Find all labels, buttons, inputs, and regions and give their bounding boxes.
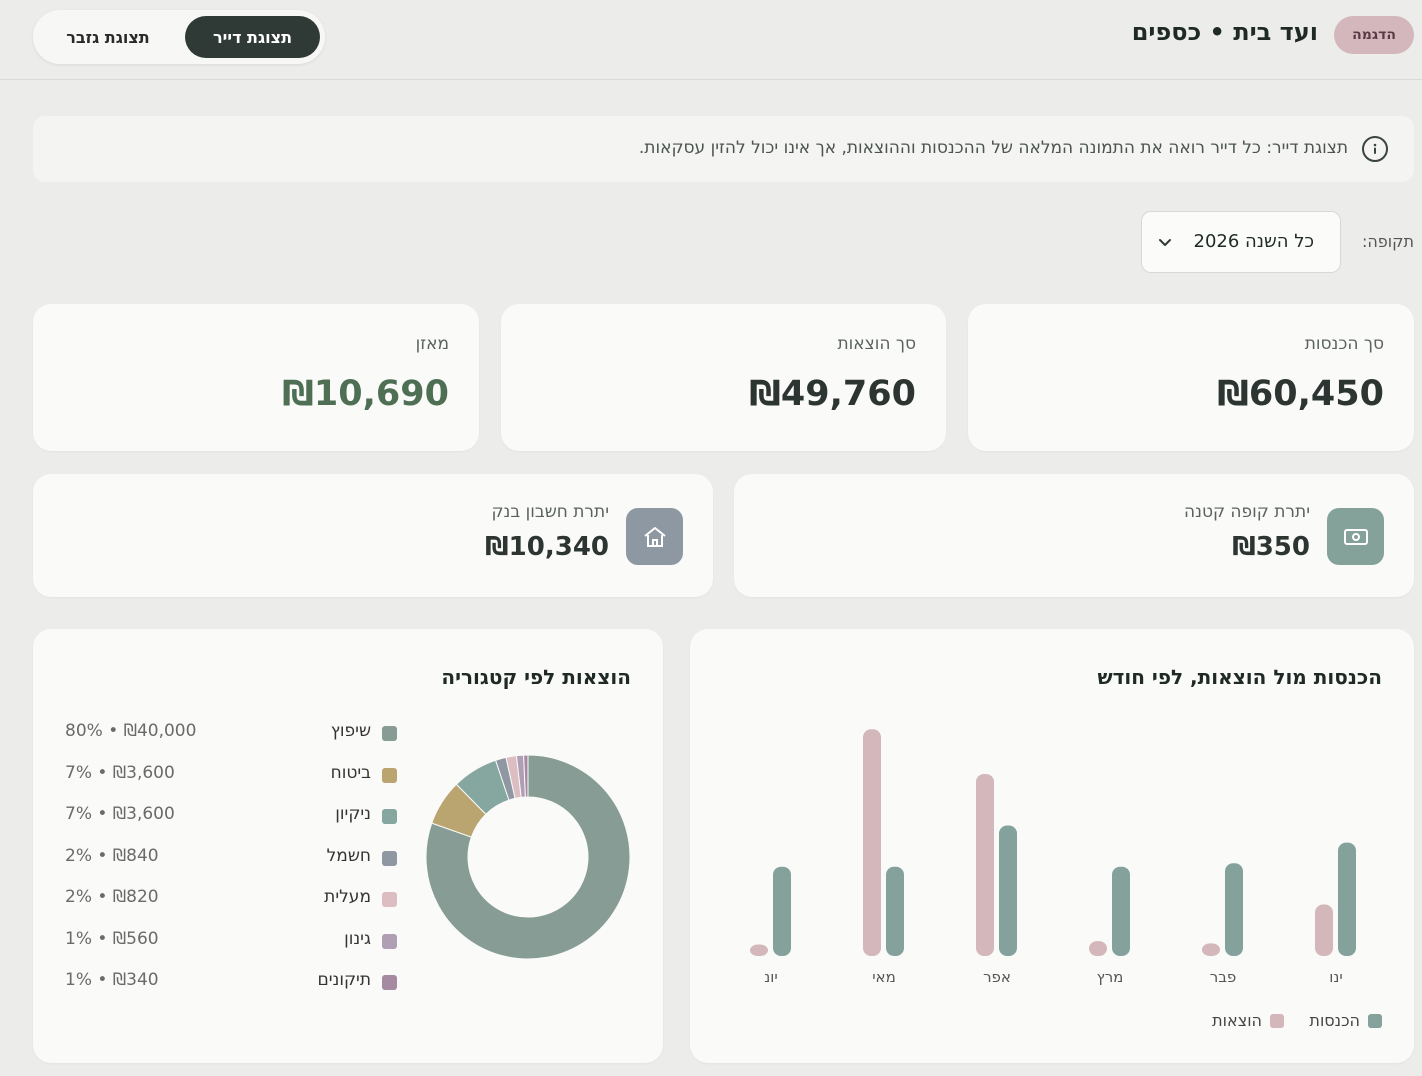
bar-expense-0	[1315, 904, 1333, 956]
legend-expense-swatch	[1270, 1013, 1284, 1028]
view-toggle: תצוגת דייר תצוגת גזבר	[33, 10, 325, 64]
category-swatch	[382, 726, 397, 741]
category-name: ניקיון	[335, 804, 371, 824]
balance-label: מאזן	[415, 334, 449, 354]
category-amount: 7% • ₪3,600	[65, 804, 175, 824]
info-text: תצוגת דייר: כל דייר רואה את התמונה המלאה…	[638, 138, 1348, 158]
category-row: גינון	[97, 929, 397, 953]
bar-expense-4	[863, 729, 881, 956]
category-amount: 2% • ₪820	[65, 887, 159, 907]
petty-cash-value: ₪350	[1232, 532, 1310, 562]
x-tick-label: מאי	[872, 968, 896, 986]
balance-card: מאזן ₪10,690	[33, 304, 479, 451]
category-swatch	[382, 892, 397, 907]
x-tick-label: יונ	[764, 968, 777, 986]
bar-expense-1	[1202, 943, 1220, 956]
category-amount: 2% • ₪840	[65, 845, 159, 866]
expense-card: סך הוצאות ₪49,760	[501, 304, 946, 451]
category-chart-title: הוצאות לפי קטגוריה	[441, 665, 631, 689]
category-row: חשמל	[97, 846, 397, 870]
expense-value: ₪49,760	[749, 374, 916, 414]
period-label: תקופה:	[1361, 232, 1414, 251]
category-name: גינון	[344, 928, 371, 949]
info-icon	[1362, 136, 1388, 162]
category-row: שיפוץ	[97, 721, 397, 745]
period-value: כל השנה 2026	[1193, 231, 1314, 252]
category-amount: 1% • ₪560	[65, 928, 159, 949]
treasurer-view-button[interactable]: תצוגת גזבר	[66, 27, 150, 47]
category-row: ניקיון	[97, 804, 397, 828]
legend-income-swatch	[1368, 1013, 1382, 1028]
category-swatch	[382, 809, 397, 824]
category-name: שיפוץ	[330, 721, 371, 741]
bar-expense-2	[1089, 941, 1107, 956]
legend-expense-label: הוצאות	[1212, 1011, 1262, 1030]
category-name: חשמל	[326, 845, 371, 866]
legend-expense: הוצאות	[1212, 1011, 1284, 1030]
bar-income-4	[886, 866, 904, 956]
donut-slice-0	[425, 754, 631, 960]
category-chart-card: הוצאות לפי קטגוריה שיפוץ 80% • ₪40,000 ביט…	[33, 629, 663, 1063]
bank-value: ₪10,340	[485, 532, 609, 562]
category-swatch	[382, 850, 397, 866]
x-tick-label: אפר	[983, 968, 1011, 986]
category-amount: 7% • ₪3,600	[65, 762, 175, 783]
monthly-bar-chart: ינו פבר מרץ אפר מאי יונ	[750, 729, 1356, 986]
expense-label: סך הוצאות	[837, 334, 916, 354]
bar-expense-3	[976, 773, 994, 956]
bank-label: יתרת חשבון בנק	[491, 502, 610, 522]
income-value: ₪60,450	[1217, 374, 1384, 414]
x-tick-label: מרץ	[1097, 968, 1124, 986]
category-name: תיקונים	[317, 970, 371, 990]
period-select[interactable]: כל השנה 2026	[1141, 211, 1341, 273]
bar-expense-5	[750, 944, 768, 956]
bar-income-3	[999, 825, 1017, 956]
category-amount: 80% • ₪40,000	[65, 721, 197, 741]
bank-icon	[626, 508, 683, 565]
bar-income-5	[773, 866, 791, 956]
page-title: ועד בית • כספים	[1131, 18, 1318, 46]
petty-cash-card: יתרת קופה קטנה ₪350	[734, 474, 1414, 597]
legend-income-label: הכנסות	[1309, 1011, 1360, 1030]
category-donut-chart	[425, 754, 631, 960]
bar-income-2	[1112, 866, 1130, 956]
category-name: ביטוח	[330, 762, 371, 783]
category-name: מעלית	[324, 887, 371, 907]
info-banner: תצוגת דייר: כל דייר רואה את התמונה המלאה…	[33, 116, 1414, 182]
category-swatch	[382, 933, 397, 949]
legend-income: הכנסות	[1309, 1011, 1382, 1030]
category-amount: 1% • ₪340	[65, 970, 159, 990]
top-header: הדגמה ועד בית • כספים תצוגת דייר תצוגת ג…	[0, 0, 1422, 80]
donut-slice-6	[523, 754, 529, 798]
category-row: מעלית	[97, 887, 397, 911]
bar-income-1	[1225, 863, 1243, 956]
income-card: סך הכנסות ₪60,450	[968, 304, 1414, 451]
category-row: תיקונים	[97, 970, 397, 994]
monthly-chart-card: הכנסות מול הוצאות, לפי חודש ינו פבר מרץ אפר…	[690, 629, 1414, 1063]
monthly-chart-title: הכנסות מול הוצאות, לפי חודש	[1097, 665, 1382, 689]
category-swatch	[382, 975, 397, 990]
x-tick-label: ינו	[1329, 968, 1342, 986]
income-label: סך הכנסות	[1304, 334, 1384, 354]
bar-income-0	[1338, 842, 1356, 956]
chevron-down-icon	[1159, 239, 1171, 246]
cash-icon	[1327, 508, 1384, 565]
category-row: ביטוח	[97, 763, 397, 787]
resident-view-button[interactable]: תצוגת דייר	[185, 16, 320, 58]
demo-badge: הדגמה	[1334, 16, 1414, 54]
x-tick-label: פבר	[1210, 968, 1237, 986]
category-swatch	[382, 767, 397, 783]
petty-cash-label: יתרת קופה קטנה	[1184, 502, 1310, 522]
balance-value: ₪10,690	[282, 374, 449, 414]
bank-card: יתרת חשבון בנק ₪10,340	[33, 474, 713, 597]
